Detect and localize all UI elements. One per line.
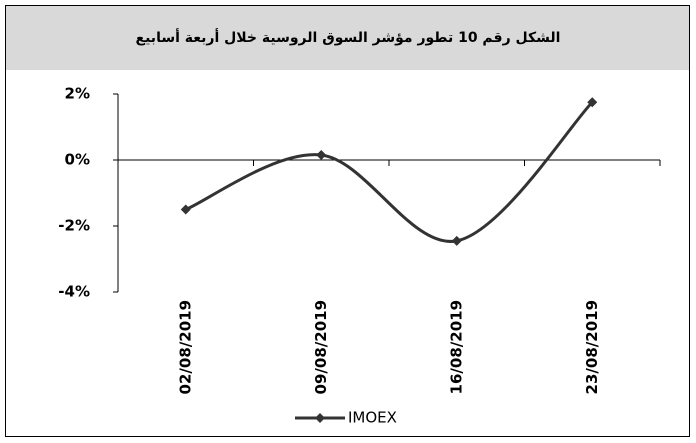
y-tick-label: -4%: [58, 283, 90, 301]
x-tick-label: 16/08/2019: [447, 300, 465, 394]
y-tick-label: 2%: [65, 85, 90, 103]
y-tick-label: -2%: [58, 217, 90, 235]
frame: [5, 5, 690, 437]
header: [6, 6, 689, 70]
y-tick-label: 0%: [65, 151, 90, 169]
legend-marker: [315, 413, 325, 423]
marker: [451, 235, 462, 246]
marker: [587, 97, 598, 108]
series-line: [185, 101, 594, 243]
chart-title: الشكل رقم 10 تطور مؤشر السوق الروسية خلا…: [136, 28, 561, 46]
marker: [316, 150, 327, 161]
x-tick-label: 09/08/2019: [312, 300, 330, 394]
x-tick-label: 02/08/2019: [176, 300, 194, 394]
marker: [180, 204, 191, 215]
x-tick-label: 23/08/2019: [583, 300, 601, 394]
legend-label: IMOEX: [348, 409, 397, 427]
